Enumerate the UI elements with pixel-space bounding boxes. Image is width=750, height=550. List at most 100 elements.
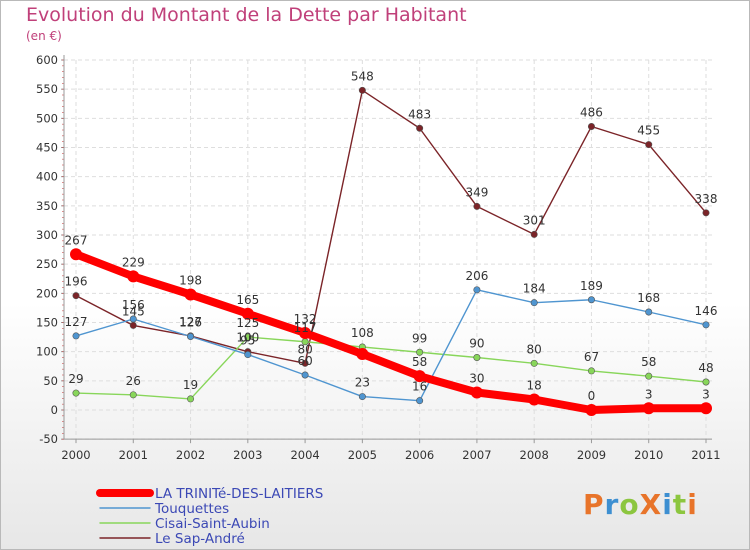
- data-label-cisai-saint-aubin: 29: [68, 372, 83, 386]
- data-point-cisai-saint-aubin: [244, 333, 252, 341]
- chart-title: Evolution du Montant de la Dette par Hab…: [26, 4, 467, 26]
- data-label-touquettes: 126: [179, 316, 202, 330]
- y-tick-label: 450: [36, 141, 58, 155]
- x-tick-label: 2010: [634, 448, 663, 462]
- data-label-la-trinit-des-laitiers: 18: [527, 379, 542, 393]
- data-point-touquettes: [358, 393, 366, 401]
- data-label-touquettes: 60: [297, 354, 312, 368]
- y-tick-label: 550: [36, 82, 58, 96]
- data-point-cisai-saint-aubin: [645, 372, 653, 380]
- data-label-touquettes: 168: [637, 291, 660, 305]
- legend-label-la-trinit-des-laitiers: LA TRINITé-DES-LAITIERS: [155, 486, 323, 502]
- data-point-touquettes: [301, 371, 309, 379]
- x-tick-label: 2003: [233, 448, 262, 462]
- x-tick-label: 2000: [61, 448, 90, 462]
- data-label-la-trinit-des-laitiers: 3: [702, 387, 710, 401]
- data-label-cisai-saint-aubin: 67: [584, 350, 599, 364]
- data-point-la-trinit-des-laitiers: [642, 402, 655, 415]
- data-label-le-sap-andr: 301: [523, 213, 546, 227]
- chart-unit: (en €): [26, 29, 62, 43]
- data-point-touquettes: [587, 296, 595, 304]
- logo-letter: i: [662, 488, 673, 521]
- data-label-le-sap-andr: 100: [236, 331, 259, 345]
- data-point-la-trinit-des-laitiers: [413, 370, 426, 383]
- data-label-touquettes: 206: [465, 269, 488, 283]
- x-tick-label: 2002: [176, 448, 205, 462]
- data-label-le-sap-andr: 486: [580, 106, 603, 120]
- data-label-cisai-saint-aubin: 117: [294, 321, 317, 335]
- data-label-cisai-saint-aubin: 80: [527, 342, 542, 356]
- data-point-cisai-saint-aubin: [702, 378, 710, 386]
- data-label-cisai-saint-aubin: 125: [236, 316, 259, 330]
- data-point-la-trinit-des-laitiers: [528, 393, 541, 406]
- data-point-cisai-saint-aubin: [72, 389, 80, 397]
- x-tick-label: 2009: [577, 448, 606, 462]
- data-point-le-sap-andr: [587, 123, 595, 131]
- data-point-la-trinit-des-laitiers: [700, 402, 712, 415]
- data-label-cisai-saint-aubin: 108: [351, 326, 374, 340]
- data-label-cisai-saint-aubin: 58: [641, 355, 656, 369]
- data-point-cisai-saint-aubin: [587, 367, 595, 375]
- data-label-la-trinit-des-laitiers: 58: [412, 355, 427, 369]
- legend-label-le-sap-andr: Le Sap-André: [155, 531, 245, 547]
- data-point-le-sap-andr: [473, 202, 481, 210]
- y-tick-label: 500: [36, 111, 58, 125]
- data-point-touquettes: [530, 299, 538, 307]
- logo-letter: r: [604, 488, 620, 521]
- y-tick-label: 250: [36, 257, 58, 271]
- data-point-la-trinit-des-laitiers: [241, 307, 254, 320]
- data-label-la-trinit-des-laitiers: 229: [122, 255, 145, 269]
- data-label-touquettes: 156: [122, 298, 145, 312]
- data-label-touquettes: 146: [695, 304, 718, 318]
- data-point-le-sap-andr: [530, 230, 538, 238]
- logo-letter: t: [672, 488, 688, 521]
- data-label-le-sap-andr: 80: [297, 342, 312, 356]
- data-label-la-trinit-des-laitiers: 165: [236, 293, 259, 307]
- data-label-le-sap-andr: 127: [179, 315, 202, 329]
- data-point-cisai-saint-aubin: [473, 353, 481, 361]
- data-point-touquettes: [645, 308, 653, 316]
- data-point-le-sap-andr: [72, 292, 80, 300]
- data-label-la-trinit-des-laitiers: 30: [469, 372, 484, 386]
- data-point-touquettes: [416, 397, 424, 405]
- data-label-la-trinit-des-laitiers: 132: [294, 312, 317, 326]
- y-tick-label: 200: [36, 286, 58, 300]
- data-label-cisai-saint-aubin: 19: [183, 378, 198, 392]
- data-point-le-sap-andr: [702, 209, 710, 217]
- data-point-touquettes: [187, 332, 195, 340]
- x-tick-label: 2001: [119, 448, 148, 462]
- data-point-la-trinit-des-laitiers: [470, 386, 483, 399]
- data-label-cisai-saint-aubin: 99: [412, 331, 427, 345]
- x-tick-label: 2004: [290, 448, 319, 462]
- logo-letter: o: [619, 488, 640, 521]
- data-label-le-sap-andr: 196: [65, 275, 88, 289]
- data-label-cisai-saint-aubin: 48: [698, 361, 713, 375]
- data-point-le-sap-andr: [416, 124, 424, 132]
- data-point-touquettes: [244, 351, 252, 359]
- data-point-la-trinit-des-laitiers: [184, 288, 197, 301]
- data-label-la-trinit-des-laitiers: 0: [588, 389, 596, 403]
- data-point-touquettes: [72, 332, 80, 340]
- y-tick-label: 150: [36, 316, 58, 330]
- y-tick-label: 0: [51, 403, 58, 417]
- legend-label-cisai-saint-aubin: Cisai-Saint-Aubin: [155, 516, 270, 532]
- data-label-le-sap-andr: 145: [122, 304, 145, 318]
- data-point-le-sap-andr: [129, 321, 137, 329]
- data-point-la-trinit-des-laitiers: [70, 248, 82, 261]
- y-tick-label: 50: [43, 374, 58, 388]
- data-point-touquettes: [702, 321, 710, 329]
- data-point-le-sap-andr: [358, 86, 366, 94]
- data-point-la-trinit-des-laitiers: [299, 327, 312, 339]
- data-point-la-trinit-des-laitiers: [585, 404, 598, 416]
- data-point-cisai-saint-aubin: [129, 391, 137, 399]
- y-tick-label: 300: [36, 228, 58, 242]
- series-line-cisai-saint-aubin: [75, 336, 707, 400]
- series-line-la-trinit-des-laitiers: [72, 250, 710, 414]
- data-label-cisai-saint-aubin: 90: [469, 337, 484, 351]
- data-label-touquettes: 95: [240, 334, 255, 348]
- data-label-le-sap-andr: 349: [465, 185, 488, 199]
- data-point-la-trinit-des-laitiers: [356, 348, 369, 360]
- data-label-la-trinit-des-laitiers: 267: [65, 233, 88, 247]
- y-tick-label: -50: [39, 432, 58, 446]
